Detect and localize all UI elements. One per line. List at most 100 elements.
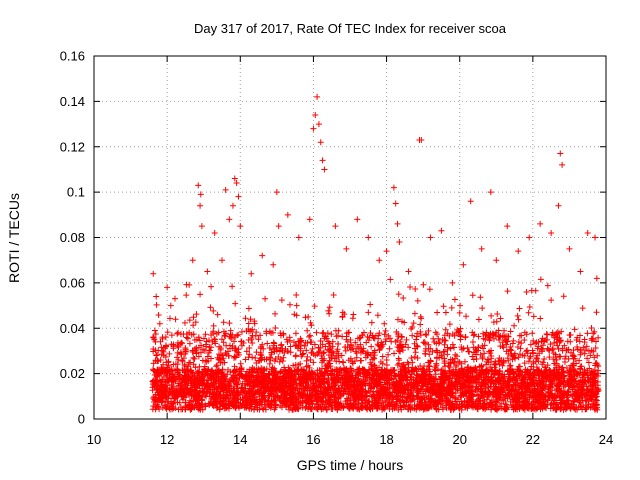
data-point	[414, 297, 421, 304]
data-point	[211, 389, 218, 396]
data-point	[379, 341, 386, 348]
data-point	[451, 394, 458, 401]
data-point	[190, 322, 197, 329]
data-point	[151, 327, 158, 334]
data-point	[174, 354, 181, 361]
data-point	[444, 344, 451, 351]
data-point	[458, 344, 465, 351]
data-point	[428, 404, 435, 411]
data-point	[227, 331, 234, 338]
data-point	[585, 359, 592, 366]
data-point	[287, 349, 294, 356]
data-point	[553, 356, 560, 363]
data-point	[184, 335, 191, 342]
data-point	[537, 276, 544, 283]
data-point	[352, 348, 359, 355]
data-point	[487, 350, 494, 357]
data-point	[510, 381, 517, 388]
data-point	[552, 331, 559, 338]
data-point	[433, 331, 440, 338]
data-point	[517, 345, 524, 352]
data-point	[544, 331, 551, 338]
data-point	[157, 356, 164, 363]
data-point	[462, 334, 469, 341]
data-point	[449, 341, 456, 348]
data-point	[479, 305, 486, 312]
data-point	[371, 362, 378, 369]
data-point	[337, 379, 344, 386]
data-point	[457, 302, 464, 309]
data-point	[476, 381, 483, 388]
data-point	[220, 339, 227, 346]
data-point	[371, 347, 378, 354]
data-point	[399, 343, 406, 350]
data-point	[500, 344, 507, 351]
data-point	[440, 303, 447, 310]
data-point	[177, 350, 184, 357]
data-point	[504, 288, 511, 295]
data-point	[261, 367, 268, 374]
data-point	[426, 351, 433, 358]
data-point	[385, 351, 392, 358]
data-point	[381, 406, 388, 413]
data-point	[412, 286, 419, 293]
data-point	[590, 375, 597, 382]
data-point	[335, 332, 342, 339]
data-point	[585, 347, 592, 354]
data-point	[210, 307, 217, 314]
data-point	[483, 329, 490, 336]
data-point	[200, 388, 207, 395]
data-point	[302, 339, 309, 346]
data-point	[341, 311, 348, 318]
data-point	[313, 329, 320, 336]
data-point	[499, 362, 506, 369]
data-point	[521, 360, 528, 367]
data-point	[192, 319, 199, 326]
data-point	[241, 382, 248, 389]
data-point	[437, 401, 444, 408]
data-point	[158, 351, 165, 358]
data-point	[166, 378, 173, 385]
data-point	[374, 312, 381, 319]
data-point	[507, 362, 514, 369]
data-point	[226, 388, 233, 395]
data-point	[471, 331, 478, 338]
data-point	[592, 360, 599, 367]
data-point	[586, 365, 593, 372]
data-point	[583, 405, 590, 412]
data-point	[488, 352, 495, 359]
data-point	[340, 404, 347, 411]
data-point	[383, 362, 390, 369]
data-point	[564, 338, 571, 345]
data-point	[232, 300, 239, 307]
data-point	[319, 341, 326, 348]
data-point	[252, 354, 259, 361]
data-point	[592, 338, 599, 345]
data-point	[306, 333, 313, 340]
data-point	[499, 396, 506, 403]
data-point	[510, 337, 517, 344]
data-point	[162, 354, 169, 361]
data-point	[253, 360, 260, 367]
data-point	[314, 367, 321, 374]
data-point	[336, 358, 343, 365]
data-point	[230, 374, 237, 381]
data-point	[152, 331, 159, 338]
data-point	[320, 379, 327, 386]
data-point	[562, 353, 569, 360]
data-point	[388, 376, 395, 383]
data-point	[163, 359, 170, 366]
data-point	[442, 326, 449, 333]
data-point	[591, 354, 598, 361]
data-point	[537, 315, 544, 322]
data-point	[425, 366, 432, 373]
data-point	[519, 352, 526, 359]
data-point	[524, 350, 531, 357]
data-point	[579, 377, 586, 384]
data-point	[179, 358, 186, 365]
data-point	[208, 283, 215, 290]
data-point	[326, 304, 333, 311]
data-point	[350, 311, 357, 318]
data-point	[584, 370, 591, 377]
data-point	[397, 403, 404, 410]
